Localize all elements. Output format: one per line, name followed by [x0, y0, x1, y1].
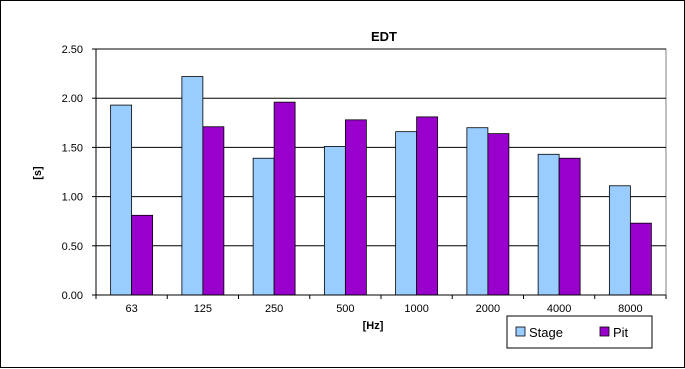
legend: Stage Pit	[506, 315, 653, 349]
bar-pit-1000	[416, 116, 439, 296]
y-tick-label: 1.50	[62, 142, 83, 154]
bar-pit-500	[344, 119, 367, 296]
bar-stage-500	[323, 146, 346, 296]
x-tick-label: 250	[265, 303, 283, 315]
bar-pit-250	[273, 101, 296, 296]
x-axis-ticks: 63 125 250 500 1000 2000 4000 8000	[95, 295, 667, 315]
x-tick-label: 500	[336, 303, 354, 315]
x-tick-label: 63	[126, 303, 138, 315]
bar-stage-250	[252, 157, 275, 296]
legend-label-pit: Pit	[613, 325, 629, 340]
x-tick-label: 8000	[618, 303, 642, 315]
y-tick-label: 2.50	[62, 44, 83, 56]
bar-pit-63	[131, 214, 154, 296]
y-tick-label: 2.00	[62, 93, 83, 105]
y-tick-label: 1.00	[62, 192, 83, 204]
bar-stage-4000	[537, 153, 560, 296]
chart-title: EDT	[371, 29, 397, 44]
x-axis-label: [Hz]	[363, 320, 384, 332]
x-tick-label: 1000	[404, 303, 428, 315]
y-axis-ticks: 0.00 0.50 1.00 1.50 2.00 2.50	[62, 44, 96, 302]
y-axis-label: [s]	[32, 166, 44, 180]
x-tick-label: 125	[194, 303, 212, 315]
bar-stage-63	[110, 104, 133, 296]
legend-label-stage: Stage	[529, 325, 563, 340]
bar-stage-125	[181, 76, 204, 296]
bar-pit-2000	[487, 133, 510, 296]
x-tick-label: 4000	[547, 303, 571, 315]
bar-pit-125	[202, 126, 225, 296]
legend-swatch-stage	[515, 326, 526, 337]
bar-stage-8000	[608, 185, 631, 296]
legend-swatch-pit	[599, 326, 610, 337]
bar-pit-8000	[629, 222, 652, 296]
y-tick-label: 0.50	[62, 241, 83, 253]
legend-box	[506, 315, 653, 349]
bar-stage-2000	[466, 127, 489, 296]
bar-stage-1000	[395, 131, 418, 296]
x-tick-label: 2000	[476, 303, 500, 315]
y-tick-label: 0.00	[62, 290, 83, 302]
bars	[110, 76, 652, 296]
bar-pit-4000	[558, 157, 581, 296]
